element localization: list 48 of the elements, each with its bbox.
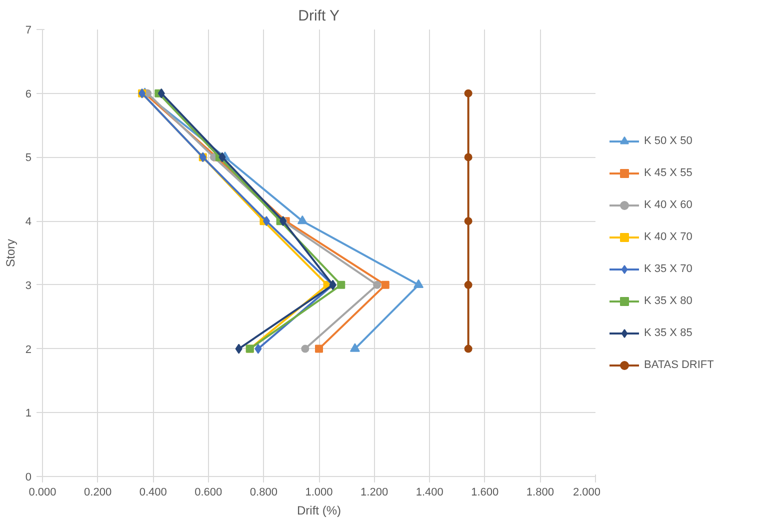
point xyxy=(337,280,346,289)
point xyxy=(301,344,310,353)
x-tick-label: 1.200 xyxy=(360,486,388,498)
y-tick-label: 5 xyxy=(25,152,32,164)
point xyxy=(464,280,472,289)
point xyxy=(464,153,472,162)
y-axis-title: Story xyxy=(3,238,18,268)
x-tick-label: 1.400 xyxy=(416,486,444,498)
point xyxy=(235,344,242,354)
point xyxy=(218,152,226,162)
legend-label: K 50 X 50 xyxy=(644,134,692,146)
x-tick-label: 1.000 xyxy=(305,486,333,498)
point xyxy=(297,215,308,224)
point xyxy=(464,89,472,98)
legend-label: K 45 X 55 xyxy=(644,166,692,178)
x-axis-title: Drift (%) xyxy=(297,504,342,518)
y-tick-label: 7 xyxy=(25,24,32,36)
legend-label: K 35 X 80 xyxy=(644,294,692,306)
point xyxy=(254,344,262,354)
y-tick-label: 2 xyxy=(25,344,32,356)
point xyxy=(464,217,472,226)
legend-label: K 40 X 60 xyxy=(644,198,692,210)
point xyxy=(350,343,360,352)
y-tick-label: 1 xyxy=(25,408,32,420)
x-tick-label: 2.000 xyxy=(572,486,601,498)
y-tick-label: 0 xyxy=(25,472,32,484)
point xyxy=(315,344,323,353)
point xyxy=(158,88,165,98)
point xyxy=(414,279,424,288)
x-tick-label: 0.600 xyxy=(194,486,222,498)
y-tick-label: 3 xyxy=(25,280,32,292)
legend-label: K 40 X 70 xyxy=(644,230,692,242)
x-tick-label: 0.800 xyxy=(250,486,278,498)
x-tick-label: 0.400 xyxy=(139,486,167,498)
x-tick-label: 1.600 xyxy=(471,486,499,498)
point xyxy=(262,216,270,226)
legend-label: K 35 X 85 xyxy=(644,326,692,338)
point xyxy=(373,280,382,289)
y-tick-label: 6 xyxy=(25,88,32,100)
x-tick-label: 1.800 xyxy=(526,486,554,498)
point xyxy=(381,280,390,289)
point xyxy=(464,344,472,353)
legend-label: BATAS DRIFT xyxy=(644,358,714,370)
x-tick-label: 0.000 xyxy=(28,486,56,498)
x-tick-label: 0.200 xyxy=(84,486,112,498)
legend-label: K 35 X 70 xyxy=(644,262,692,274)
chart-title: Drift Y xyxy=(298,8,340,24)
y-tick-label: 4 xyxy=(25,216,32,228)
